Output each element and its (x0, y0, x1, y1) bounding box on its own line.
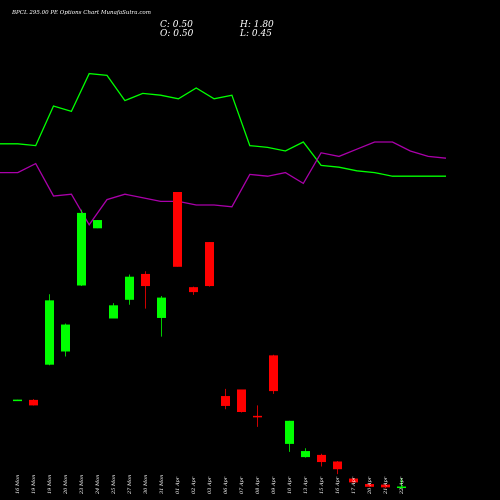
purple-indicator-line (0, 141, 447, 227)
candle (381, 484, 390, 489)
x-tick-label: 03 Apr (207, 476, 213, 494)
candle (157, 295, 166, 337)
candle (173, 192, 182, 267)
candle-body (29, 399, 38, 406)
x-tick-label: 06 Apr (223, 476, 229, 494)
x-tick-label: 23 Mon (79, 475, 85, 495)
x-tick-label: 31 Mon (159, 475, 165, 494)
x-tick-label: 20 Mon (63, 475, 69, 495)
candle (285, 420, 294, 452)
x-tick-label: 21 Apr (383, 476, 389, 495)
x-tick-label: 09 Apr (271, 476, 277, 494)
candle (141, 271, 150, 309)
x-tick-label: 27 Mon (127, 475, 133, 495)
x-tick-label: 15 Apr (319, 476, 325, 494)
candle (301, 448, 310, 458)
candle-body (285, 420, 294, 444)
candle-body (125, 276, 134, 300)
candle (61, 323, 70, 357)
candle-body (157, 297, 166, 318)
x-tick-label: 24 Mon (95, 475, 101, 495)
indicator-lines (0, 72, 447, 227)
candle (109, 303, 118, 319)
candle-body (365, 484, 374, 487)
candle (13, 399, 22, 402)
x-tick-label: 16 Apr (335, 476, 341, 494)
x-axis-labels: 16 Mon 19 Mon 19 Mon 20 Mon 23 Mon 24 Mon 25 M… (15, 475, 405, 495)
candle-body (349, 478, 358, 483)
high-label: H: 1.80 (239, 20, 274, 30)
candle-body (93, 220, 102, 229)
chart-title: BPCL 295.00 PE Options Chart MunafaSutra… (11, 10, 151, 16)
candle (237, 389, 246, 413)
candle (125, 274, 134, 305)
x-tick-label: 17 Apr (351, 476, 357, 494)
x-tick-label: 25 Mon (111, 475, 117, 495)
candle-body (253, 415, 262, 418)
open-label: O: 0.50 (160, 29, 194, 39)
green-indicator-line (0, 72, 446, 177)
candle (221, 388, 230, 410)
x-tick-label: 10 Apr (287, 476, 293, 494)
x-tick-label: 20 Apr (367, 476, 373, 495)
candle-body (77, 212, 86, 286)
candle (269, 354, 278, 394)
close-label: C: 0.50 (160, 20, 193, 30)
candle-body (109, 305, 118, 319)
x-tick-label: 02 Apr (191, 476, 197, 494)
candle (93, 220, 102, 229)
candle (205, 242, 214, 287)
candle (29, 399, 38, 406)
candle-body (269, 355, 278, 392)
candles (13, 192, 406, 489)
x-tick-label: 19 Mon (47, 475, 53, 494)
candle-body (173, 192, 182, 267)
candle-body (381, 484, 390, 488)
candle (317, 453, 326, 467)
candle (333, 460, 342, 475)
candle-body (221, 396, 230, 406)
candle-body (189, 287, 198, 293)
x-tick-label: 16 Mon (15, 475, 21, 494)
x-tick-label: 01 Apr (175, 476, 181, 494)
candle-body (333, 461, 342, 470)
candle (365, 484, 374, 488)
x-tick-label: 22 Apr (399, 476, 405, 495)
candle-body (397, 486, 406, 489)
x-tick-label: 13 Apr (303, 476, 309, 494)
x-tick-label: 07 Apr (239, 476, 245, 494)
candle-body (301, 451, 310, 458)
candle (349, 478, 358, 483)
candle-body (45, 300, 54, 365)
candle (45, 294, 54, 366)
x-tick-label: 19 Mon (31, 475, 37, 494)
candle-body (205, 242, 214, 287)
candle (77, 209, 86, 287)
candle (189, 286, 198, 295)
candle-body (141, 273, 150, 287)
x-tick-label: 30 Mon (143, 475, 149, 494)
x-tick-label: 08 Apr (255, 476, 261, 494)
candle (397, 478, 406, 489)
candle-body (13, 399, 22, 402)
candle-body (237, 389, 246, 412)
candle-body (61, 324, 70, 352)
candle (253, 405, 262, 427)
candle-body (317, 454, 326, 463)
low-label: L: 0.45 (239, 29, 272, 39)
